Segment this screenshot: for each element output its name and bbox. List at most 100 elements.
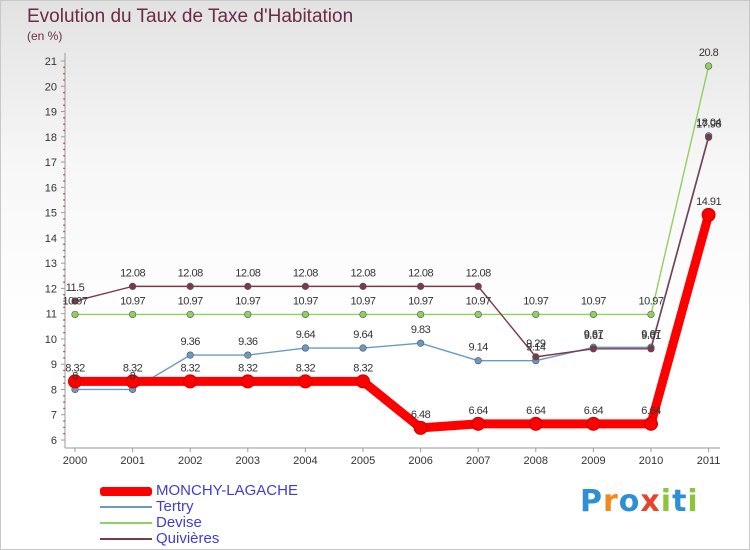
data-point bbox=[129, 310, 137, 319]
y-minor-tick bbox=[63, 224, 65, 227]
data-label: 12.08 bbox=[120, 267, 145, 279]
y-minor-tick bbox=[63, 293, 65, 296]
data-point bbox=[359, 282, 367, 290]
data-point bbox=[298, 374, 313, 389]
logo-letter: r bbox=[603, 484, 619, 519]
data-point bbox=[417, 282, 425, 290]
data-label: 10.97 bbox=[581, 295, 606, 307]
x-tick-label: 2001 bbox=[120, 455, 144, 467]
data-point bbox=[417, 310, 425, 319]
x-tick-label: 2000 bbox=[63, 455, 87, 467]
data-label: 10.97 bbox=[178, 295, 203, 307]
y-tick-label: 10 bbox=[45, 334, 57, 346]
legend-swatch bbox=[100, 506, 152, 508]
series-line-devise bbox=[74, 65, 710, 316]
legend-label: Tertry bbox=[156, 498, 194, 515]
proxiti-logo: Proxiti bbox=[580, 484, 699, 519]
y-tick-label: 16 bbox=[45, 182, 57, 194]
logo-letter: P bbox=[580, 484, 603, 519]
data-label: 8.32 bbox=[296, 362, 316, 374]
y-minor-tick bbox=[63, 123, 65, 125]
x-tick-label: 2008 bbox=[524, 455, 548, 467]
logo-letter: i bbox=[660, 484, 673, 519]
y-minor-tick bbox=[63, 167, 65, 170]
data-point bbox=[417, 339, 425, 347]
data-point bbox=[474, 357, 482, 365]
y-minor-tick bbox=[63, 350, 65, 353]
data-label: 10.97 bbox=[408, 295, 433, 307]
data-point bbox=[532, 310, 540, 319]
data-point bbox=[244, 351, 252, 359]
data-point bbox=[528, 416, 543, 431]
y-minor-tick bbox=[63, 91, 65, 94]
data-label: 8.32 bbox=[238, 362, 258, 374]
x-tick-label: 2009 bbox=[581, 455, 605, 467]
y-minor-tick bbox=[63, 129, 65, 132]
data-label: 12.08 bbox=[408, 267, 433, 279]
legend-swatch bbox=[100, 538, 152, 540]
data-point bbox=[647, 310, 655, 319]
data-point bbox=[186, 310, 194, 319]
data-label: 9.29 bbox=[526, 338, 546, 350]
legend-swatch bbox=[100, 486, 152, 496]
y-minor-tick bbox=[63, 376, 65, 378]
data-point bbox=[71, 297, 79, 305]
data-label: 6.64 bbox=[584, 405, 604, 417]
y-minor-tick bbox=[63, 66, 65, 69]
data-point bbox=[129, 282, 137, 290]
data-label: 10.97 bbox=[350, 295, 375, 307]
y-minor-tick bbox=[63, 180, 65, 182]
data-label: 10.97 bbox=[466, 295, 491, 307]
y-tick-label: 11 bbox=[46, 309, 57, 321]
data-label: 6.64 bbox=[468, 405, 488, 417]
series-line-monchy-lagache bbox=[70, 210, 714, 433]
data-point bbox=[186, 351, 194, 359]
y-minor-tick bbox=[63, 420, 65, 422]
data-label: 10.97 bbox=[638, 295, 663, 307]
y-minor-tick bbox=[63, 306, 65, 309]
data-label: 12.08 bbox=[178, 267, 203, 279]
legend-swatch bbox=[100, 522, 152, 524]
y-tick-label: 19 bbox=[45, 107, 57, 119]
y-tick-label: 15 bbox=[45, 208, 57, 220]
data-label: 8.32 bbox=[65, 362, 85, 374]
y-tick-label: 9 bbox=[51, 359, 57, 371]
y-minor-tick bbox=[63, 173, 65, 176]
data-label: 17.98 bbox=[696, 118, 721, 130]
y-minor-tick bbox=[63, 243, 65, 245]
data-point bbox=[301, 310, 310, 319]
data-label: 8.32 bbox=[180, 362, 200, 374]
x-tick-label: 2005 bbox=[351, 455, 375, 467]
data-point bbox=[125, 374, 140, 389]
data-point bbox=[471, 416, 486, 431]
data-label: 10.97 bbox=[235, 295, 260, 307]
y-minor-tick bbox=[63, 268, 65, 271]
y-minor-tick bbox=[63, 205, 65, 208]
y-tick-label: 13 bbox=[45, 258, 57, 270]
data-point bbox=[244, 310, 252, 319]
series-line-tertry bbox=[74, 135, 710, 391]
y-minor-tick bbox=[63, 344, 65, 347]
data-label: 8 bbox=[72, 370, 78, 382]
y-tick-label: 8 bbox=[51, 384, 57, 396]
data-label: 6.64 bbox=[641, 405, 661, 417]
y-minor-tick bbox=[63, 331, 65, 334]
data-label: 8 bbox=[130, 370, 136, 382]
y-minor-tick bbox=[63, 142, 65, 144]
data-label: 9.14 bbox=[526, 342, 546, 354]
data-point bbox=[186, 282, 194, 290]
data-label: 10.97 bbox=[523, 295, 548, 307]
data-label: 11.5 bbox=[66, 282, 85, 294]
y-minor-tick bbox=[63, 319, 65, 321]
y-minor-tick bbox=[63, 325, 65, 328]
y-minor-tick bbox=[63, 154, 65, 157]
data-label: 12.08 bbox=[466, 267, 491, 279]
y-minor-tick bbox=[63, 369, 65, 372]
data-point bbox=[704, 62, 713, 70]
y-minor-tick bbox=[63, 401, 65, 403]
data-point bbox=[532, 353, 540, 361]
y-tick-label: 17 bbox=[45, 157, 57, 169]
data-point bbox=[589, 345, 598, 353]
x-tick-label: 2002 bbox=[178, 455, 202, 467]
